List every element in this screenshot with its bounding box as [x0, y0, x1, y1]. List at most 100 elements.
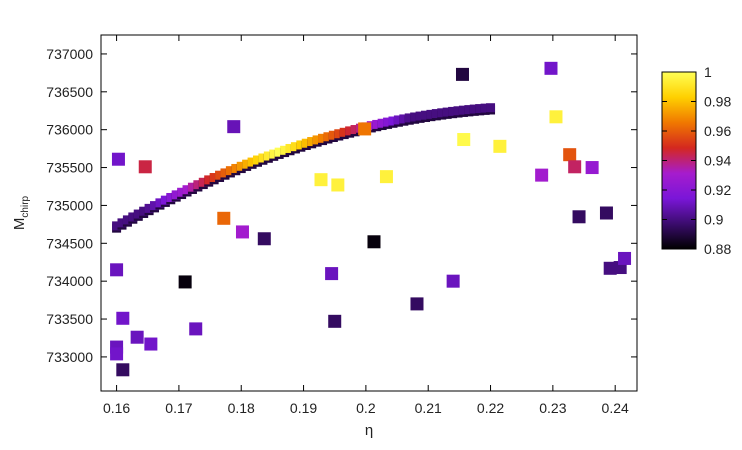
ridge-point	[220, 168, 230, 178]
colorbar-ticks: 0.88 0.9 0.92 0.94 0.96 0.98 1	[662, 64, 731, 257]
ridge-point	[177, 187, 187, 197]
y-axis-label-main: M	[11, 218, 28, 231]
ridge-point	[469, 104, 479, 114]
data-point	[585, 161, 599, 175]
data-point	[144, 337, 158, 351]
x-tick-label: 0.24	[602, 400, 629, 416]
ridge-point	[242, 159, 252, 169]
y-tick-label: 733000	[46, 349, 93, 365]
plot-area	[101, 35, 637, 391]
ridge-point	[133, 209, 143, 219]
ridge-point	[112, 221, 122, 231]
ridge-point	[225, 166, 235, 176]
colorbar-tick-label: 0.88	[704, 241, 731, 257]
data-point	[603, 261, 617, 275]
data-point	[572, 210, 586, 224]
ridge-point	[187, 182, 197, 192]
ridge-point	[334, 129, 344, 139]
ridge-point	[312, 135, 322, 145]
ridge-point	[393, 115, 403, 125]
x-tick-label: 0.16	[103, 400, 130, 416]
ridge-point	[198, 177, 208, 187]
ridge-point	[339, 127, 349, 137]
ridge-point	[144, 203, 154, 213]
data-point	[116, 363, 130, 377]
data-point	[227, 120, 241, 134]
ridge-point	[290, 142, 300, 152]
y-tick-label: 735500	[46, 160, 93, 176]
data-point	[217, 211, 231, 225]
ridge-point	[420, 110, 430, 120]
ridge-point	[209, 173, 219, 183]
ridge-point	[252, 155, 262, 165]
y-tick-label: 733500	[46, 311, 93, 327]
data-point	[235, 225, 249, 239]
x-tick-label: 0.23	[539, 400, 566, 416]
data-point	[257, 232, 271, 246]
data-point	[314, 173, 328, 187]
ridge-point	[150, 201, 160, 211]
ridge-point	[415, 111, 425, 121]
data-point	[549, 110, 563, 124]
data-point	[116, 311, 130, 325]
ridge-point	[383, 117, 393, 127]
data-point	[367, 235, 381, 249]
ridge-point	[431, 109, 441, 119]
y-axis-label-sub: chirp	[20, 195, 31, 217]
y-tick-label: 737000	[46, 46, 93, 62]
data-point	[111, 152, 125, 166]
ridge-point	[328, 130, 338, 140]
ridge-point	[437, 108, 447, 118]
colorbar-ramp	[661, 71, 697, 250]
ridge-point	[193, 180, 203, 190]
data-point	[331, 178, 345, 192]
plot-frame	[100, 34, 638, 392]
data-point	[379, 170, 393, 184]
ridge-point	[410, 112, 420, 122]
data-points	[110, 61, 632, 377]
ridge-point	[345, 126, 355, 136]
ridge-point	[301, 138, 311, 148]
x-axis-label: η	[365, 422, 373, 439]
ridge-point	[139, 206, 149, 216]
x-tick-label: 0.22	[477, 400, 504, 416]
data-point	[138, 160, 152, 174]
ridge-point	[204, 175, 214, 185]
ridge-point	[486, 103, 496, 113]
ridge-point	[296, 140, 306, 150]
ridge-point	[372, 119, 382, 129]
data-point	[410, 297, 424, 311]
y-axis-label: Mchirp	[11, 195, 31, 230]
x-tick-label: 0.17	[165, 400, 192, 416]
data-point	[358, 122, 372, 136]
data-point	[325, 267, 339, 281]
ridge-point	[453, 106, 463, 116]
ridge-point	[236, 161, 246, 171]
data-point	[599, 206, 613, 220]
ridge-point	[464, 105, 474, 115]
ridge-point	[182, 185, 192, 195]
ridge-point	[269, 149, 279, 159]
ridge-point	[231, 163, 241, 173]
ridge-point	[280, 145, 290, 155]
ridge-point	[258, 153, 268, 163]
ridge-point	[285, 143, 295, 153]
data-point	[178, 275, 192, 289]
y-axis-ticks: 733000 733500 734000 734500 735000 735500 7360…	[46, 46, 637, 365]
y-tick-label: 734500	[46, 235, 93, 251]
ridge-point	[399, 114, 409, 124]
data-point	[563, 148, 577, 162]
data-point	[110, 347, 124, 361]
data-point	[457, 133, 471, 147]
ridge-point	[475, 104, 485, 114]
ridge-point	[323, 132, 333, 142]
colorbar: 0.88 0.9 0.92 0.94 0.96 0.98 1	[661, 64, 731, 257]
ridge-point	[404, 113, 414, 123]
ridge-point	[128, 212, 138, 222]
ridge-point	[448, 106, 458, 116]
ridge-point	[263, 151, 273, 161]
data-point	[618, 251, 632, 265]
colorbar-tick-label: 0.98	[704, 94, 731, 110]
ridge-point	[247, 157, 257, 167]
